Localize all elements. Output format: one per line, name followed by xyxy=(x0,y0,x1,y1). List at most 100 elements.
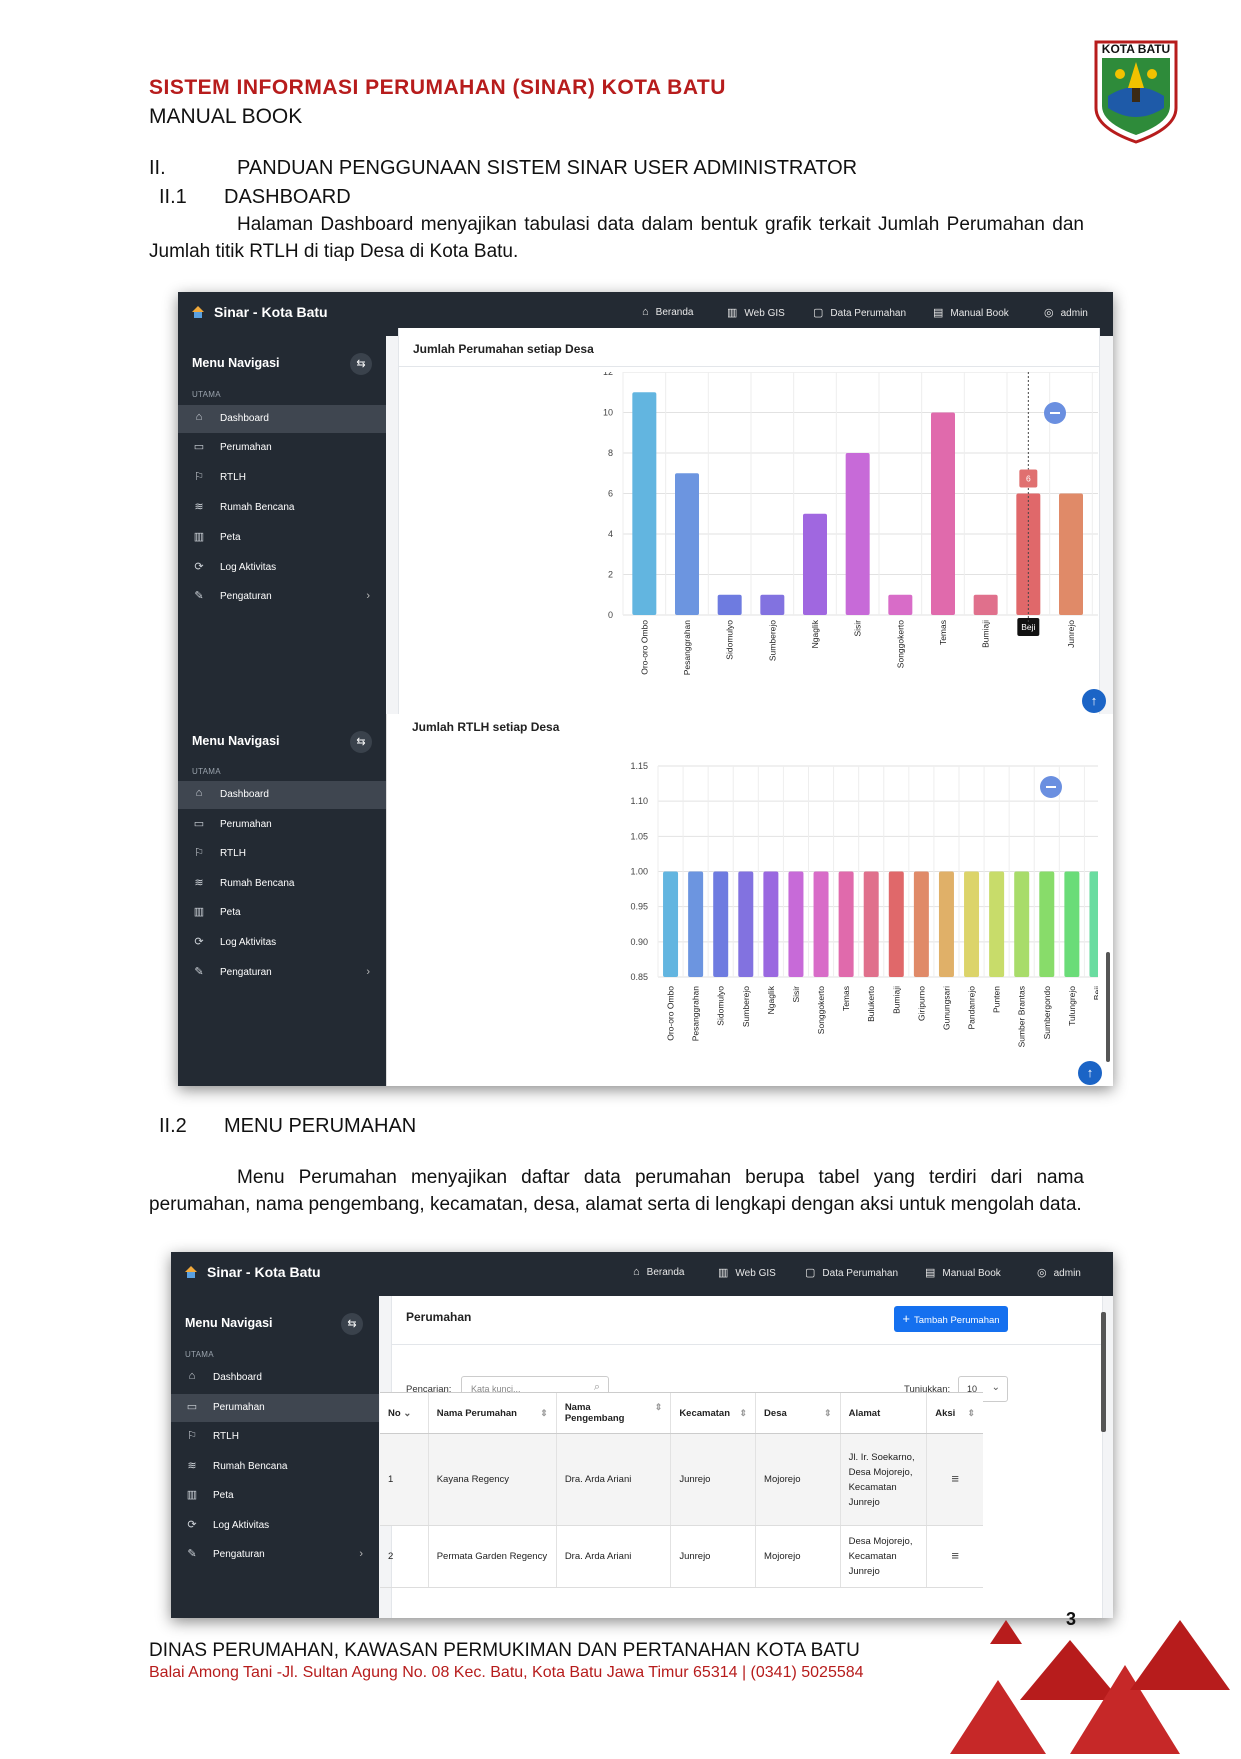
sidebar-item-dashboard[interactable]: ⌂ Dashboard xyxy=(178,405,386,433)
bar xyxy=(760,594,785,615)
x-tick-label: Punten xyxy=(992,986,1002,1013)
bar xyxy=(989,871,1005,977)
y-tick-label: 6 xyxy=(608,489,613,499)
chart-card-perumahan: Jumlah Perumahan setiap Desa xyxy=(398,328,1100,719)
nav-web-gis[interactable]: ▥ Web GIS xyxy=(727,307,785,319)
sidebar-item-pengaturan[interactable]: ✎ Pengaturan › xyxy=(178,583,386,611)
sidebar-item-rtlh[interactable]: ⚐ RTLH xyxy=(178,464,386,492)
scroll-top-icon-2[interactable]: ↑ xyxy=(1078,1061,1102,1085)
x-tick-label: Sumber Brantas xyxy=(1017,986,1027,1047)
x-tick-label: Beji xyxy=(1092,986,1098,1000)
sidebar-item-perumahan[interactable]: ▭ Perumahan xyxy=(193,441,272,453)
bar xyxy=(813,871,829,977)
nav-beranda-2[interactable]: ⌂ Beranda xyxy=(633,1266,685,1278)
home-icon: ⌂ xyxy=(642,306,649,318)
sidebar-item-rtlh-3[interactable]: ⚐ RTLH xyxy=(171,1423,379,1451)
bar xyxy=(973,594,998,615)
sidebar-toggle-icon-2[interactable]: ⇆ xyxy=(350,731,372,753)
sidebar-toggle-icon[interactable]: ⇆ xyxy=(350,353,372,375)
nav-beranda[interactable]: ⌂ Beranda xyxy=(642,306,694,318)
brand[interactable]: Sinar - Kota Batu xyxy=(192,304,328,320)
cell-pengembang: Dra. Arda Ariani xyxy=(555,1433,671,1526)
column-nama-perumahan[interactable]: Nama Perumahan ⇕ xyxy=(427,1392,557,1434)
file-icon: ▢ xyxy=(805,1267,816,1279)
bar xyxy=(675,473,699,615)
map-icon: ▥ xyxy=(186,1489,198,1501)
brand-logo-icon xyxy=(192,305,204,318)
add-perumahan-button[interactable]: + Tambah Perumahan xyxy=(894,1306,1008,1332)
map-icon: ▥ xyxy=(193,906,205,918)
column-alamat[interactable]: Alamat xyxy=(839,1392,927,1434)
book-icon: ▤ xyxy=(925,1267,936,1279)
sidebar-title: Menu Navigasi xyxy=(192,356,280,370)
sidebar-3: Menu Navigasi ⇆ UTAMA ⌂ Dashboard ▭ Peruma… xyxy=(171,1296,379,1618)
subsection-title: DASHBOARD xyxy=(224,186,351,208)
sidebar-item-rumah-bencana-2[interactable]: ≋ Rumah Bencana xyxy=(178,870,386,898)
footer-institution: DINAS PERUMAHAN, KAWASAN PERMUKIMAN DAN … xyxy=(149,1640,860,1661)
column-no[interactable]: No ⌄ xyxy=(380,1392,429,1434)
page-size-select[interactable]: 10 ⌄ xyxy=(958,1376,1008,1402)
sidebar-item-log-aktivitas-3[interactable]: ⟳ Log Aktivitas xyxy=(171,1512,379,1540)
map-icon: ▥ xyxy=(718,1267,729,1279)
scrollbar-2[interactable] xyxy=(1101,1312,1106,1432)
column-kecamatan[interactable]: Kecamatan ⇕ xyxy=(670,1392,756,1434)
cell-no: 1 xyxy=(380,1433,429,1526)
table-row[interactable]: 2 Permata Garden Regency Dra. Arda Arian… xyxy=(380,1525,983,1588)
scroll-top-icon[interactable]: ↑ xyxy=(1082,689,1106,713)
dashboard-paragraph: Halaman Dashboard menyajikan tabulasi da… xyxy=(149,214,1084,262)
sidebar-item-perumahan-2[interactable]: ▭ Perumahan xyxy=(193,818,272,830)
folder-icon: ▭ xyxy=(186,1401,198,1413)
column-desa[interactable]: Desa ⇕ xyxy=(755,1392,841,1434)
map-icon: ▥ xyxy=(193,531,205,543)
bar xyxy=(888,871,904,977)
nav-admin-2[interactable]: ◎ admin xyxy=(1037,1267,1081,1279)
wrench-icon: ✎ xyxy=(194,966,204,978)
collapse-chart-icon[interactable] xyxy=(1044,402,1066,424)
sort-icon: ⇕ xyxy=(739,1407,748,1418)
home-icon: ⌂ xyxy=(633,1266,640,1278)
x-tick-label: Temas xyxy=(841,986,851,1011)
sidebar-2: Menu Navigasi ⇆ UTAMA ⌂ Dashboard ▭ Peruma… xyxy=(178,714,386,1086)
sidebar-item-peta-3[interactable]: ▥ Peta xyxy=(186,1489,234,1501)
scrollbar[interactable] xyxy=(1106,952,1110,1062)
menu-icon[interactable]: ≡ xyxy=(951,1471,959,1486)
column-nama-pengembang[interactable]: Nama Pengembang ⇕ xyxy=(555,1392,671,1434)
sidebar-item-pengaturan-2[interactable]: ✎ Pengaturan › xyxy=(178,959,386,987)
cell-no: 2 xyxy=(380,1525,429,1588)
y-tick-label: 12 xyxy=(603,372,613,377)
sidebar-item-dashboard-2[interactable]: ⌂ Dashboard xyxy=(178,781,386,809)
sidebar-item-rumah-bencana[interactable]: ≋ Rumah Bencana xyxy=(178,494,386,522)
nav-manual-book[interactable]: ▤ Manual Book xyxy=(933,307,1009,319)
sidebar-item-rtlh-2[interactable]: ⚐ RTLH xyxy=(178,840,386,868)
y-tick-label: 0.95 xyxy=(630,902,648,912)
table-row[interactable]: 1 Kayana Regency Dra. Arda Ariani Junrej… xyxy=(380,1433,983,1526)
nav-data-perumahan-2[interactable]: ▢ Data Perumahan xyxy=(805,1267,899,1279)
nav-manual-book-2[interactable]: ▤ Manual Book xyxy=(925,1267,1001,1279)
x-tick-label: Sidomulyo xyxy=(716,986,726,1026)
sidebar-item-perumahan-3[interactable]: ▭ Perumahan xyxy=(171,1394,379,1422)
sidebar-item-log-aktivitas-2[interactable]: ⟳ Log Aktivitas xyxy=(178,929,386,957)
sidebar-item-peta-2[interactable]: ▥ Peta xyxy=(193,906,241,918)
collapse-chart-icon-2[interactable] xyxy=(1040,776,1062,798)
bar xyxy=(1089,871,1098,977)
sidebar-item-dashboard-3[interactable]: ⌂ Dashboard xyxy=(171,1364,379,1392)
x-tick-label: Bumiaji xyxy=(981,620,991,648)
sidebar-item-rumah-bencana-3[interactable]: ≋ Rumah Bencana xyxy=(171,1453,379,1481)
column-aksi[interactable]: Aksi ⇕ xyxy=(926,1392,983,1434)
cell-desa: Mojorejo xyxy=(755,1433,841,1526)
y-tick-label: 0.90 xyxy=(630,937,648,947)
x-tick-label: Sisir xyxy=(853,620,863,637)
nav-data-perumahan[interactable]: ▢ Data Perumahan xyxy=(813,307,907,319)
x-tick-label: Gunungsari xyxy=(941,986,951,1030)
nav-web-gis-2[interactable]: ▥ Web GIS xyxy=(718,1267,776,1279)
sidebar-item-pengaturan-3[interactable]: ✎ Pengaturan › xyxy=(171,1541,379,1569)
sidebar-toggle-icon-3[interactable]: ⇆ xyxy=(341,1313,363,1335)
nav-admin[interactable]: ◎ admin xyxy=(1044,307,1088,319)
brand-2[interactable]: Sinar - Kota Batu xyxy=(185,1264,321,1280)
x-tick-highlight xyxy=(1017,618,1040,636)
sidebar-item-log-aktivitas[interactable]: ⟳ Log Aktivitas xyxy=(178,554,386,582)
bar xyxy=(1014,871,1030,977)
x-tick-label: Tulungrejo xyxy=(1067,986,1077,1026)
sidebar-item-peta[interactable]: ▥ Peta xyxy=(193,531,241,543)
menu-icon[interactable]: ≡ xyxy=(951,1548,959,1563)
